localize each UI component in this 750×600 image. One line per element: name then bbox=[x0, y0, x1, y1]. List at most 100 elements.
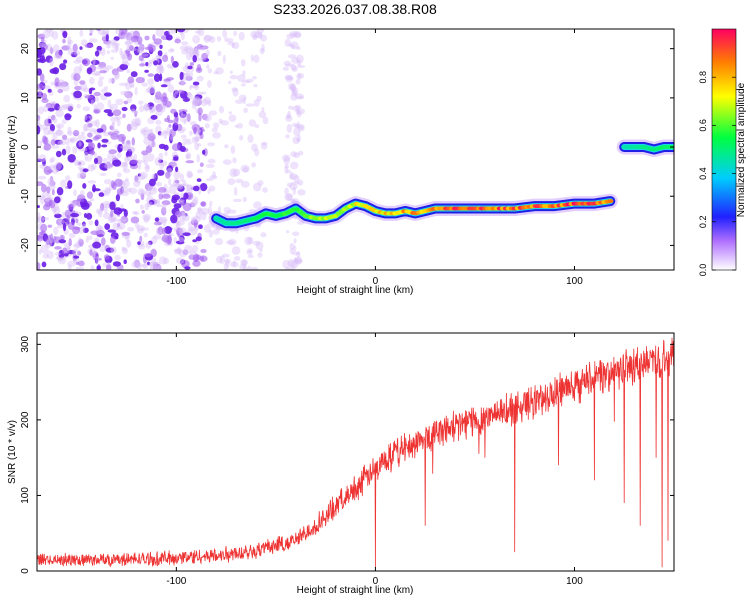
figure-title: S233.2026.037.08.38.R08 bbox=[273, 1, 437, 17]
noise-speckle bbox=[286, 169, 291, 173]
noise-speckle bbox=[201, 52, 209, 60]
noise-speckle bbox=[137, 47, 144, 54]
noise-speckle bbox=[126, 239, 132, 248]
noise-speckle bbox=[108, 78, 113, 84]
noise-speckle bbox=[126, 140, 131, 145]
noise-speckle bbox=[102, 212, 112, 219]
noise-speckle bbox=[134, 259, 141, 268]
noise-speckle bbox=[45, 55, 53, 63]
noise-speckle bbox=[179, 111, 187, 118]
noise-speckle bbox=[77, 161, 82, 166]
noise-speckle bbox=[229, 70, 233, 74]
noise-speckle bbox=[207, 80, 212, 88]
noise-speckle bbox=[43, 136, 49, 145]
noise-speckle bbox=[297, 73, 305, 79]
noise-speckle bbox=[53, 206, 61, 215]
noise-speckle bbox=[106, 50, 110, 55]
noise-speckle bbox=[139, 235, 143, 243]
noise-speckle bbox=[248, 119, 257, 127]
noise-speckle bbox=[43, 143, 52, 151]
noise-speckle bbox=[134, 87, 138, 96]
noise-speckle bbox=[120, 31, 125, 37]
noise-speckle bbox=[61, 119, 67, 125]
noise-speckle bbox=[52, 44, 60, 53]
noise-speckle bbox=[100, 47, 106, 56]
x-tick-label: -100 bbox=[166, 576, 186, 587]
noise-speckle bbox=[90, 265, 95, 270]
noise-speckle bbox=[153, 234, 162, 240]
noise-speckle bbox=[111, 77, 115, 84]
noise-speckle bbox=[74, 242, 80, 249]
noise-speckle bbox=[96, 229, 105, 238]
noise-speckle bbox=[243, 264, 247, 270]
noise-speckle bbox=[166, 115, 170, 121]
noise-speckle bbox=[75, 218, 79, 224]
noise-speckle bbox=[79, 29, 84, 37]
colorbar-tick-label: 0.2 bbox=[698, 216, 708, 229]
noise-speckle bbox=[220, 120, 230, 126]
noise-speckle bbox=[251, 266, 258, 270]
noise-speckle bbox=[282, 154, 291, 162]
noise-speckle bbox=[50, 156, 56, 162]
noise-speckle bbox=[96, 45, 103, 52]
noise-speckle bbox=[89, 76, 95, 85]
noise-speckle bbox=[137, 243, 146, 250]
noise-speckle bbox=[107, 99, 112, 108]
noise-speckle bbox=[295, 108, 300, 115]
noise-speckle bbox=[200, 248, 207, 254]
noise-speckle bbox=[191, 198, 198, 207]
noise-speckle bbox=[181, 213, 190, 222]
noise-speckle bbox=[94, 50, 100, 57]
noise-speckle bbox=[166, 77, 175, 81]
noise-speckle bbox=[182, 183, 189, 187]
noise-speckle bbox=[144, 69, 149, 73]
noise-speckle bbox=[111, 121, 115, 131]
noise-speckle bbox=[140, 129, 149, 136]
noise-speckle bbox=[255, 241, 264, 250]
noise-speckle bbox=[124, 156, 130, 163]
noise-speckle bbox=[103, 39, 111, 45]
noise-speckle bbox=[103, 254, 110, 260]
noise-speckle bbox=[42, 85, 51, 90]
noise-speckle bbox=[122, 161, 128, 171]
noise-speckle bbox=[118, 82, 128, 87]
noise-speckle bbox=[175, 240, 185, 245]
noise-speckle bbox=[195, 135, 200, 143]
noise-speckle bbox=[90, 99, 95, 106]
noise-speckle bbox=[285, 63, 295, 67]
noise-speckle bbox=[72, 146, 78, 154]
noise-speckle bbox=[291, 251, 301, 256]
noise-speckle bbox=[239, 135, 244, 141]
noise-speckle bbox=[45, 29, 52, 33]
noise-speckle bbox=[149, 128, 154, 137]
noise-speckle bbox=[182, 232, 191, 236]
noise-speckle bbox=[208, 110, 218, 116]
noise-speckle bbox=[75, 266, 85, 270]
noise-speckle bbox=[49, 164, 57, 169]
noise-speckle bbox=[222, 253, 230, 258]
noise-speckle bbox=[110, 56, 114, 60]
noise-speckle bbox=[154, 157, 161, 166]
noise-speckle bbox=[37, 181, 44, 187]
noise-speckle bbox=[49, 68, 58, 74]
noise-speckle bbox=[170, 183, 177, 187]
noise-speckle bbox=[222, 54, 226, 64]
snr-panel: -100 0 100 0 100 200 300 Height of straight li… bbox=[7, 332, 675, 596]
noise-speckle bbox=[106, 44, 111, 49]
noise-speckle bbox=[196, 75, 204, 82]
noise-speckle bbox=[185, 75, 193, 81]
noise-speckle bbox=[284, 165, 289, 174]
noise-speckle bbox=[136, 123, 141, 127]
noise-speckle bbox=[143, 103, 151, 111]
noise-speckle bbox=[134, 175, 139, 183]
noise-speckle bbox=[297, 134, 301, 143]
noise-speckle bbox=[137, 241, 141, 246]
noise-speckle bbox=[95, 208, 103, 215]
noise-speckle bbox=[41, 93, 48, 100]
noise-speckle bbox=[67, 154, 76, 163]
noise-speckle bbox=[130, 84, 135, 88]
noise-speckle bbox=[287, 258, 295, 267]
noise-speckle bbox=[84, 95, 94, 99]
noise-speckle bbox=[136, 225, 145, 232]
noise-speckle bbox=[63, 59, 68, 64]
